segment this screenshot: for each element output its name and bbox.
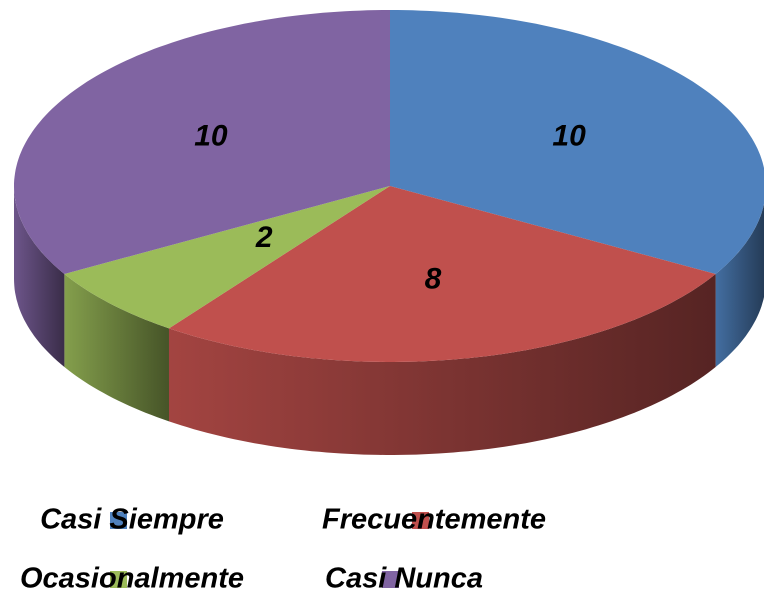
pie-side (14, 186, 65, 367)
legend-swatch (110, 512, 127, 529)
legend-swatch (110, 571, 127, 588)
pie-slice (14, 10, 390, 274)
legend-swatch (382, 571, 399, 588)
pie-slice (64, 186, 391, 329)
data-label: 2 (255, 221, 273, 254)
legend-label: Casi Siempre (40, 504, 224, 536)
legend-label: Casi Nunca (325, 563, 483, 595)
data-label: 8 (425, 263, 442, 296)
legend-label: Ocasionalmente (20, 563, 244, 595)
pie-side (169, 274, 716, 455)
pie-side (715, 203, 764, 367)
pie-slice (169, 186, 716, 362)
data-label: 10 (194, 120, 228, 153)
data-label: 10 (552, 120, 586, 153)
pie-slice (390, 10, 764, 274)
pie-side (64, 274, 169, 422)
legend-swatch (412, 512, 429, 529)
legend-label: Frecuentemente (322, 504, 546, 536)
